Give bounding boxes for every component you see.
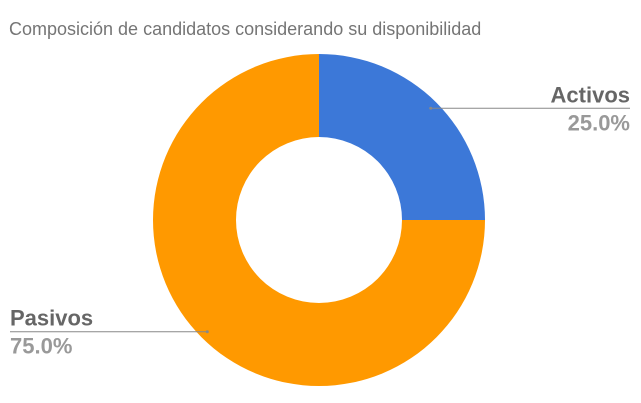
leader-dot (205, 330, 209, 334)
slice-value-label: 75.0% (10, 334, 72, 359)
chart-title: Composición de candidatos considerando s… (9, 19, 481, 39)
donut-slice (153, 54, 485, 386)
slice-label: Activos (551, 82, 630, 107)
slice-label: Pasivos (10, 306, 93, 331)
leader-dot (429, 106, 433, 110)
donut-slice (319, 54, 485, 220)
slice-value-label: 25.0% (568, 110, 630, 135)
